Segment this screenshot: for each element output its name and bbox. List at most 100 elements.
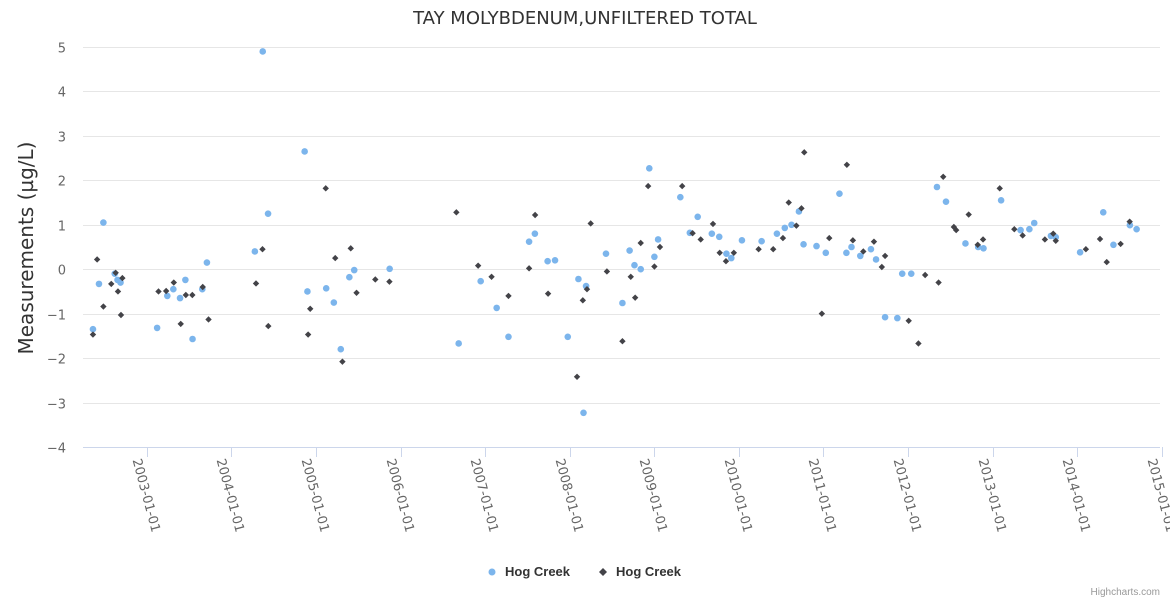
data-point-circle — [170, 285, 177, 293]
data-point-diamond — [644, 182, 652, 190]
data-point-circle — [330, 299, 338, 306]
data-point-circle — [264, 210, 272, 217]
data-point-circle — [346, 273, 353, 281]
data-point-circle — [723, 250, 730, 257]
data-point-diamond — [656, 243, 664, 251]
data-point-circle — [580, 409, 587, 417]
data-point-circle — [867, 245, 875, 253]
data-point-circle — [758, 237, 765, 245]
data-point-diamond — [155, 288, 162, 295]
data-point-diamond — [689, 230, 696, 237]
data-point-diamond — [112, 269, 119, 276]
data-point-circle — [651, 253, 658, 261]
data-point-circle — [773, 230, 781, 237]
data-point-circle — [1076, 249, 1084, 256]
y-tick-label: 4 — [58, 86, 66, 101]
data-point-circle — [1030, 219, 1038, 227]
data-point-diamond — [304, 331, 312, 338]
data-point-circle — [89, 325, 97, 333]
data-point-diamond — [93, 256, 101, 263]
data-point-circle — [251, 248, 259, 255]
y-tick-label: −1 — [47, 309, 66, 324]
data-point-circle — [176, 294, 184, 302]
y-axis-title: Measurements (µg/L) — [14, 142, 38, 355]
data-point-diamond — [117, 311, 125, 319]
data-point-circle — [350, 266, 358, 274]
data-point-circle — [493, 304, 500, 312]
data-point-circle — [788, 221, 795, 229]
data-point-diamond — [798, 205, 805, 212]
y-tick-label: −4 — [47, 442, 66, 457]
data-point-circle — [881, 313, 889, 321]
y-tick-label: −3 — [47, 398, 66, 413]
data-point-circle — [708, 230, 716, 237]
data-point-diamond — [905, 317, 912, 324]
credits-link[interactable]: Highcharts.com — [1091, 587, 1160, 598]
series-2 — [89, 149, 1133, 380]
data-point-diamond — [1041, 236, 1049, 243]
data-point-circle — [694, 213, 702, 221]
data-point-circle — [619, 299, 626, 307]
data-point-diamond — [770, 246, 777, 253]
data-point-diamond — [603, 268, 611, 275]
legend-marker-diamond — [599, 568, 607, 576]
data-point-diamond — [265, 322, 272, 330]
data-point-diamond — [1050, 230, 1057, 237]
data-point-circle — [822, 249, 830, 257]
data-point-diamond — [1103, 258, 1110, 266]
data-point-diamond — [252, 280, 260, 287]
y-tick-label: −2 — [47, 353, 66, 368]
data-point-diamond — [921, 271, 929, 279]
data-point-circle — [505, 333, 512, 341]
data-point-diamond — [755, 246, 762, 253]
data-point-diamond — [974, 241, 981, 248]
data-point-diamond — [353, 289, 360, 296]
data-point-diamond — [332, 254, 339, 262]
data-point-diamond — [583, 286, 591, 293]
data-point-circle — [602, 250, 610, 257]
data-point-diamond — [730, 249, 738, 256]
data-point-diamond — [199, 283, 206, 291]
data-point-circle — [856, 252, 864, 260]
data-point-circle — [322, 285, 330, 292]
data-point-diamond — [965, 211, 972, 218]
data-point-circle — [645, 165, 653, 172]
y-tick-label: 3 — [58, 131, 66, 146]
data-point-diamond — [372, 276, 379, 283]
y-tick-label: 1 — [58, 220, 66, 235]
data-point-diamond — [307, 305, 314, 312]
data-point-diamond — [631, 294, 639, 301]
data-point-diamond — [1052, 237, 1059, 244]
data-point-diamond — [722, 258, 730, 265]
y-tick-label: 2 — [58, 175, 66, 190]
data-point-circle — [1017, 226, 1024, 234]
data-point-circle — [843, 249, 850, 257]
legend-marker-circle — [488, 568, 496, 576]
data-point-circle — [898, 270, 906, 277]
data-point-circle — [1126, 221, 1134, 229]
data-point-circle — [531, 230, 539, 237]
data-point-circle — [715, 233, 723, 241]
data-point-circle — [1133, 225, 1140, 233]
data-point-circle — [182, 276, 189, 284]
legend-item-series-2[interactable]: Hog Creek — [599, 564, 682, 579]
data-point-diamond — [709, 220, 717, 228]
data-point-diamond — [162, 287, 170, 295]
data-point-diamond — [793, 222, 800, 229]
chart-title: TAY MOLYBDENUM,UNFILTERED TOTAL — [412, 8, 757, 29]
data-point-diamond — [619, 338, 626, 345]
data-point-circle — [631, 261, 638, 269]
data-point-diamond — [108, 280, 115, 288]
data-point-diamond — [826, 234, 833, 242]
data-point-circle — [259, 48, 267, 55]
data-point-circle — [1026, 225, 1033, 233]
data-point-diamond — [1019, 232, 1026, 239]
legend: Hog Creek Hog Creek — [488, 564, 682, 579]
data-point-diamond — [716, 249, 723, 256]
data-point-diamond — [170, 279, 177, 286]
data-point-diamond — [952, 226, 960, 234]
data-point-diamond — [189, 291, 196, 299]
data-point-circle — [100, 219, 107, 226]
data-point-diamond — [1011, 226, 1018, 233]
legend-item-series-1[interactable]: Hog Creek — [488, 564, 571, 579]
